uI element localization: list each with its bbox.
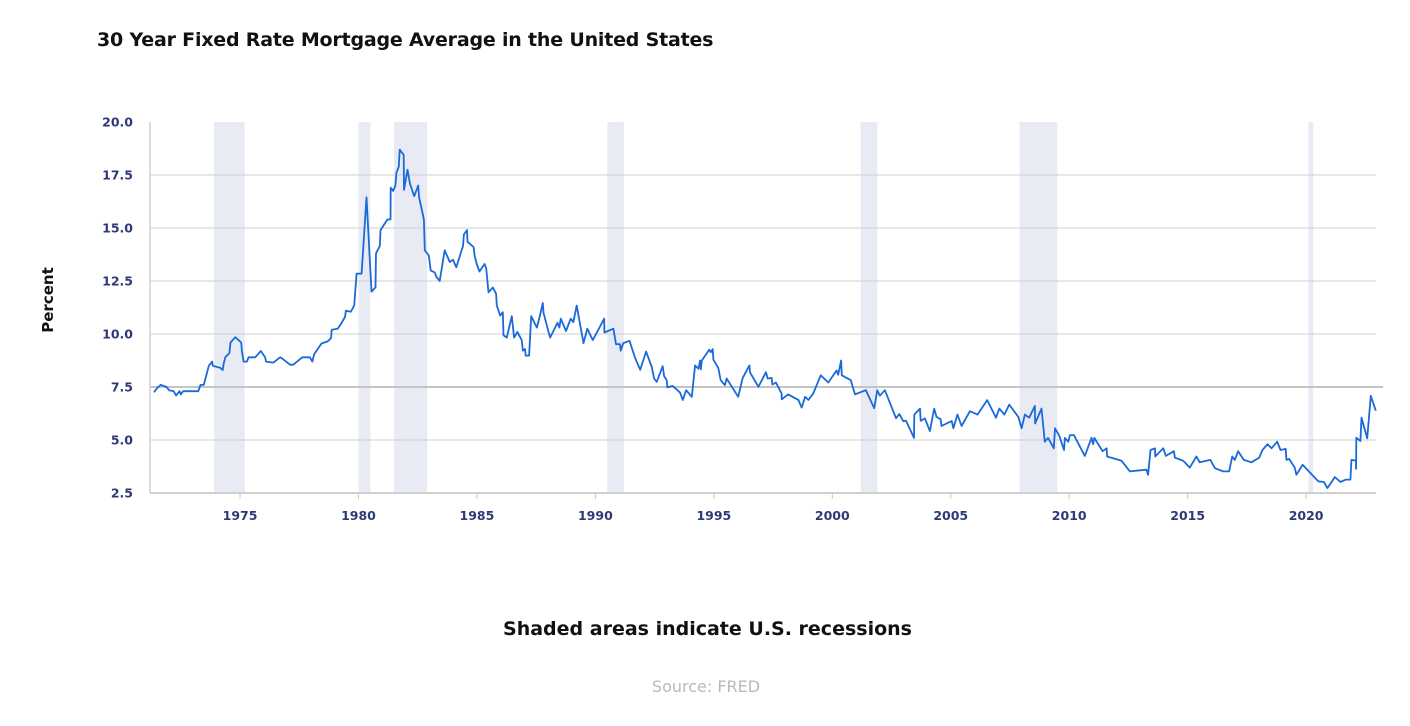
recession-shade	[860, 122, 878, 493]
y-tick-label: 7.5	[111, 380, 133, 395]
y-tick-label: 12.5	[102, 274, 133, 289]
y-tick-label: 15.0	[102, 221, 133, 236]
x-tick-label: 1980	[341, 508, 376, 523]
y-tick-label: 17.5	[102, 168, 133, 183]
x-tick-label: 1990	[578, 508, 613, 523]
source-label: Source: FRED	[651, 677, 761, 696]
chart-title: 30 Year Fixed Rate Mortgage Average in t…	[97, 29, 714, 51]
data-points	[154, 150, 1376, 489]
x-tick-label: 2010	[1052, 508, 1087, 523]
x-tick-label: 2020	[1289, 508, 1324, 523]
recession-shade	[1019, 122, 1058, 493]
recession-shade	[607, 122, 624, 493]
y-tick-label: 5.0	[111, 433, 133, 448]
recession-shade	[394, 122, 428, 493]
x-tick-label: 2000	[815, 508, 850, 523]
recession-note: Shaded areas indicate U.S. recessions	[503, 618, 912, 640]
x-tick-label: 1985	[460, 508, 495, 523]
recession-shade	[1308, 122, 1314, 493]
y-tick-label: 2.5	[111, 486, 133, 501]
y-tick-label: 20.0	[102, 115, 133, 130]
recession-shade	[213, 122, 245, 493]
x-tick-label: 2015	[1170, 508, 1205, 523]
x-tick-label: 1975	[223, 508, 258, 523]
mortgage-rate-line	[153, 148, 1377, 489]
recession-shade	[358, 122, 371, 493]
x-tick-label: 1995	[696, 508, 731, 523]
y-tick-label: 10.0	[102, 327, 133, 342]
x-tick-label: 2005	[933, 508, 968, 523]
